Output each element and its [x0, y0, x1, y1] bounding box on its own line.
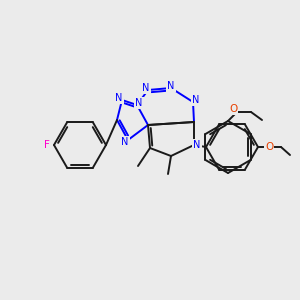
- Text: O: O: [265, 142, 273, 152]
- Text: N: N: [167, 81, 175, 91]
- Text: N: N: [192, 95, 200, 105]
- Text: F: F: [44, 140, 50, 150]
- Text: N: N: [135, 98, 143, 108]
- Text: N: N: [142, 83, 150, 93]
- Text: N: N: [193, 140, 201, 150]
- Text: N: N: [115, 93, 123, 103]
- Text: F: F: [45, 140, 51, 150]
- Text: O: O: [229, 104, 237, 114]
- Text: N: N: [121, 137, 129, 147]
